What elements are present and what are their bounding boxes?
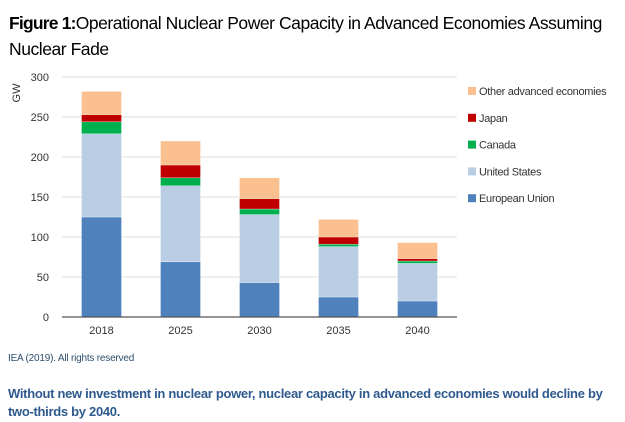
stacked-bar-chart: 0 50 100 150 200 250 300 GW 2018 2025 2030 2035 2040… (11, 72, 607, 337)
figure-title: Figure 1:Operational Nuclear Power Capac… (9, 10, 621, 62)
legend-label: European Union (479, 193, 554, 205)
y-tick-label: 150 (31, 192, 49, 204)
bar-segment-other-advanced-economies (397, 242, 438, 259)
figure-label: Figure 1: (9, 13, 76, 33)
legend-label: Other advanced economies (479, 86, 607, 98)
bar-segment-japan (397, 258, 438, 262)
bar-segment-canada (397, 260, 438, 264)
caption: Without new investment in nuclear power,… (8, 386, 603, 419)
y-tick-label: 100 (31, 232, 49, 244)
y-tick-label: 300 (31, 72, 49, 84)
bar-segment-canada (318, 243, 359, 247)
figure-title-text: Operational Nuclear Power Capacity in Ad… (9, 13, 602, 59)
legend-swatch (468, 87, 476, 95)
bar-segment-united-states (318, 246, 359, 298)
bar-segment-canada (160, 177, 201, 187)
x-tick-label: 2025 (168, 325, 192, 337)
bar-segment-other-advanced-economies (160, 140, 201, 166)
bar-segment-canada (81, 121, 122, 135)
legend-swatch (468, 140, 476, 149)
x-tick-label: 2035 (326, 325, 350, 337)
bar-segment-european-union (239, 282, 280, 318)
bar-segment-european-union (160, 261, 201, 318)
bar-segment-other-advanced-economies (239, 177, 280, 199)
x-tick-label: 2030 (247, 325, 271, 337)
legend-label: Canada (479, 140, 517, 152)
bar-segment-european-union (397, 300, 438, 318)
legend-swatch (468, 113, 476, 122)
legend-swatch (468, 167, 476, 176)
y-tick-label: 0 (43, 312, 49, 324)
bar-segment-other-advanced-economies (81, 91, 122, 115)
legend-swatch (468, 194, 476, 203)
y-axis-label: GW (11, 83, 23, 103)
x-tick-label: 2040 (405, 325, 429, 337)
source-note: IEA (2019). All rights reserved (8, 353, 135, 364)
y-tick-label: 250 (31, 112, 49, 124)
bar-segment-united-states (397, 263, 438, 302)
bar-segment-united-states (81, 133, 122, 218)
bar-segment-canada (239, 208, 280, 215)
y-tick-label: 200 (31, 152, 49, 164)
legend-label: Japan (479, 113, 508, 125)
y-tick-label: 50 (37, 272, 49, 284)
bar-segment-united-states (239, 214, 280, 283)
bar-segment-european-union (318, 296, 359, 318)
bar-segment-japan (160, 164, 201, 179)
legend-label: United States (479, 166, 542, 178)
bar-segment-united-states (160, 185, 201, 263)
bar-segment-european-union (81, 216, 122, 318)
bar-segment-japan (239, 198, 280, 210)
bar-segment-other-advanced-economies (318, 219, 359, 238)
x-tick-label: 2018 (89, 325, 113, 337)
bar-segment-japan (81, 114, 122, 123)
bar-segment-japan (318, 236, 359, 245)
